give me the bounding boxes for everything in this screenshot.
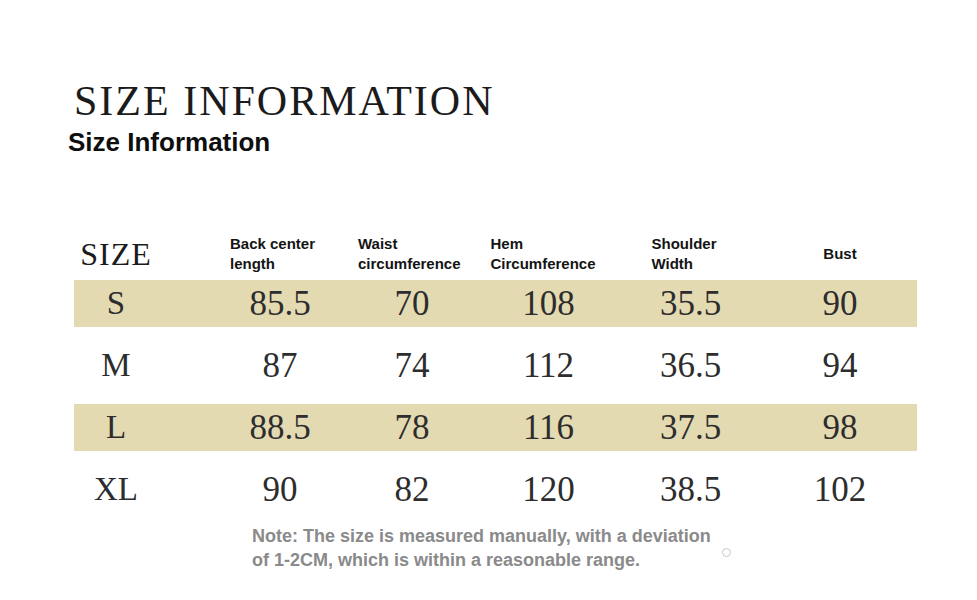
size-cell: M xyxy=(74,349,198,382)
table-row-xl: XL 90 82 120 38.5 102 xyxy=(74,466,917,513)
column-header-label: Hem Circumference xyxy=(491,234,607,275)
hem-circumference-cell: 112 xyxy=(479,348,618,383)
waist-circumference-cell: 78 xyxy=(345,410,479,445)
bust-cell: 90 xyxy=(763,286,917,321)
hem-circumference-cell: 116 xyxy=(479,410,618,445)
column-header-label: Shoulder Width xyxy=(652,234,730,275)
table-row-s: S 85.5 70 108 35.5 90 xyxy=(74,280,917,327)
waist-circumference-cell: 70 xyxy=(345,286,479,321)
size-table: SIZE Back center length Waist circumfere… xyxy=(74,228,917,513)
size-cell: XL xyxy=(74,473,198,506)
back-center-length-cell: 90 xyxy=(198,472,345,507)
bust-cell: 102 xyxy=(763,472,917,507)
size-cell: L xyxy=(74,411,198,444)
back-center-length-cell: 88.5 xyxy=(198,410,345,445)
column-header-shoulder-width: Shoulder Width xyxy=(618,234,763,275)
shoulder-width-cell: 36.5 xyxy=(618,348,763,383)
table-row-m: M 87 74 112 36.5 94 xyxy=(74,342,917,389)
bust-cell: 98 xyxy=(763,410,917,445)
column-header-label: Back center length xyxy=(230,234,330,275)
page-subtitle: Size Information xyxy=(68,128,270,157)
column-header-label: Bust xyxy=(823,244,856,264)
column-header-back-center-length: Back center length xyxy=(198,234,345,275)
size-information-page: SIZE INFORMATION Size Information SIZE B… xyxy=(0,0,977,600)
table-row-l: L 88.5 78 116 37.5 98 xyxy=(74,404,917,451)
waist-circumference-cell: 82 xyxy=(345,472,479,507)
hem-circumference-cell: 120 xyxy=(479,472,618,507)
back-center-length-cell: 87 xyxy=(198,348,345,383)
page-title: SIZE INFORMATION xyxy=(74,80,495,122)
hem-circumference-cell: 108 xyxy=(479,286,618,321)
column-header-size: SIZE xyxy=(74,236,198,273)
measurement-note: Note: The size is measured manually, wit… xyxy=(252,525,712,573)
bust-cell: 94 xyxy=(763,348,917,383)
column-header-bust: Bust xyxy=(763,243,917,264)
shoulder-width-cell: 37.5 xyxy=(618,410,763,445)
waist-circumference-cell: 74 xyxy=(345,348,479,383)
decorative-circle xyxy=(722,548,731,557)
shoulder-width-cell: 35.5 xyxy=(618,286,763,321)
column-header-label: Waist circumference xyxy=(358,234,466,275)
column-header-waist-circumference: Waist circumference xyxy=(345,234,479,275)
shoulder-width-cell: 38.5 xyxy=(618,472,763,507)
table-header-row: SIZE Back center length Waist circumfere… xyxy=(74,228,917,280)
size-cell: S xyxy=(74,287,198,320)
column-header-hem-circumference: Hem Circumference xyxy=(479,234,618,275)
back-center-length-cell: 85.5 xyxy=(198,286,345,321)
